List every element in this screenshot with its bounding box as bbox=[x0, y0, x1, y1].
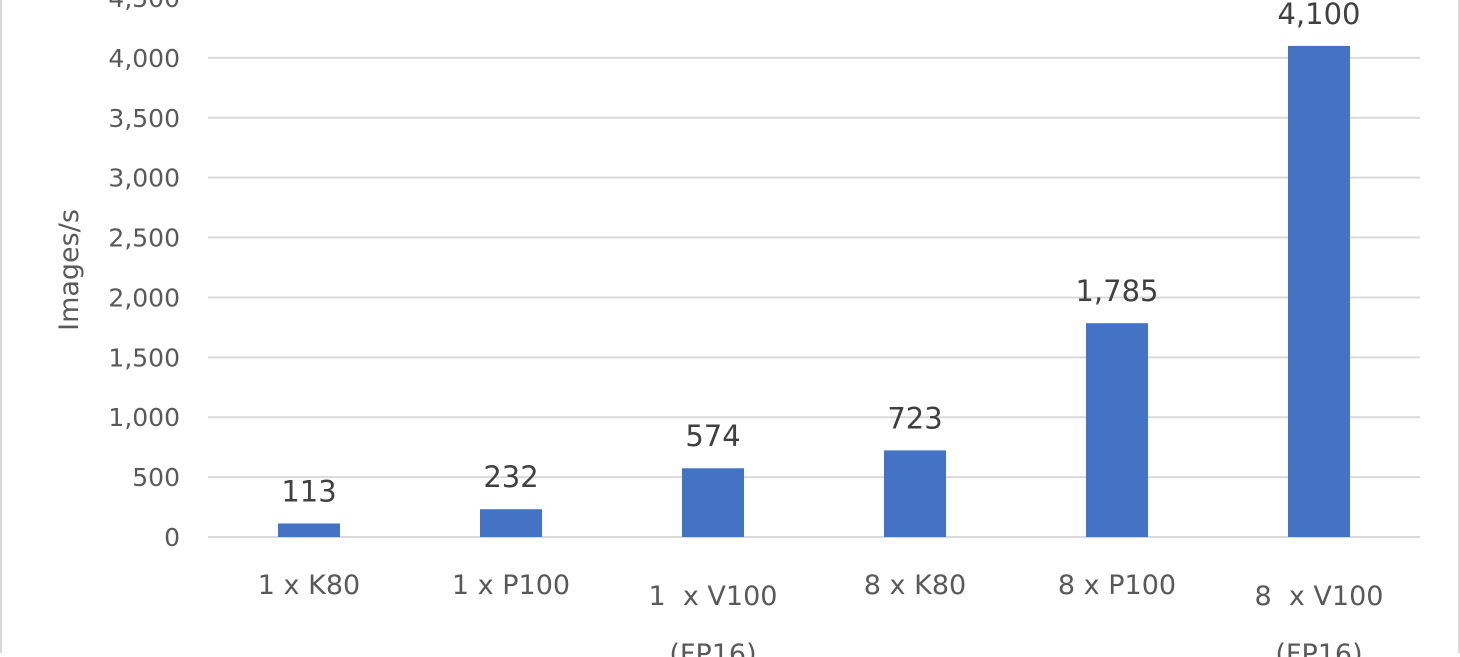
bar bbox=[682, 468, 744, 537]
y-tick-label: 3,500 bbox=[108, 104, 180, 133]
data-label: 574 bbox=[685, 419, 740, 453]
bar bbox=[884, 450, 946, 537]
y-tick-label: 1,500 bbox=[108, 343, 180, 372]
x-category-label: (FP16) bbox=[1275, 639, 1362, 657]
y-tick-label: 0 bbox=[164, 523, 180, 552]
bar bbox=[278, 523, 340, 537]
y-tick-label: 500 bbox=[132, 463, 180, 492]
y-tick-label: 4,500 bbox=[108, 0, 180, 13]
data-labels: 113 232 574 723 1,785 4,100 bbox=[281, 0, 1360, 508]
data-label: 113 bbox=[281, 474, 336, 508]
x-category-label: 8 x K80 bbox=[864, 570, 966, 601]
x-category-label: (FP16) bbox=[669, 639, 756, 657]
x-category-label: 8 x P100 bbox=[1058, 570, 1176, 601]
data-label: 4,100 bbox=[1277, 0, 1360, 31]
y-tick-label: 3,000 bbox=[108, 164, 180, 193]
bar bbox=[1288, 45, 1350, 538]
y-axis-label: Images/s bbox=[54, 209, 85, 331]
y-tick-label: 4,000 bbox=[108, 44, 180, 73]
data-label: 723 bbox=[887, 401, 942, 435]
data-label: 232 bbox=[483, 460, 538, 494]
x-category-label: 1 x V100 bbox=[649, 581, 778, 612]
y-axis-ticks: 0 500 1,000 1,500 2,000 2,500 3,000 3,500 4,000 4… bbox=[108, 0, 180, 552]
bar bbox=[1086, 323, 1148, 537]
x-category-label: 1 x P100 bbox=[452, 570, 570, 601]
data-label: 1,785 bbox=[1075, 274, 1158, 308]
x-category-label: 8 x V100 bbox=[1255, 581, 1384, 612]
bar bbox=[480, 509, 542, 537]
x-axis-categories: 1 x K80 1 x P100 1 x V100 (FP16) 8 x K80 8 x … bbox=[258, 570, 1384, 657]
x-category-label: 1 x K80 bbox=[258, 570, 360, 601]
y-tick-label: 2,500 bbox=[108, 224, 180, 253]
gridlines bbox=[208, 56, 1420, 538]
y-tick-label: 1,000 bbox=[108, 403, 180, 432]
bars bbox=[278, 45, 1350, 538]
y-tick-label: 2,000 bbox=[108, 283, 180, 312]
